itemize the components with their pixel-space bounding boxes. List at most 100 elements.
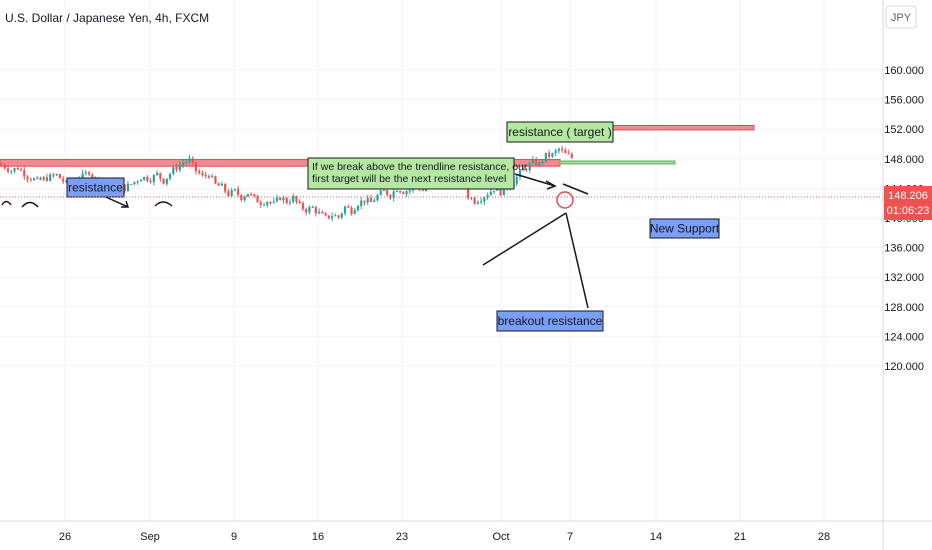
candle-body [340,213,343,218]
candle-body [515,176,518,184]
candle-body [91,174,94,178]
candle-body [58,174,62,179]
breakout-circle[interactable] [556,191,574,209]
candle-body [570,153,573,158]
candle-body [318,211,321,213]
candle-body [6,168,10,172]
candle-body [528,163,531,171]
candle-body [146,176,149,181]
price-axis[interactable] [883,0,932,550]
resistance-label-text: resistance [68,181,123,195]
candle-body [356,205,360,211]
candle-body [405,191,408,194]
candle-body [133,181,136,184]
candle-body [262,204,266,206]
candle-body [275,197,279,202]
candle-body [308,207,311,213]
candle-body [55,174,58,176]
candle-body [139,179,143,182]
candle-body [285,198,288,204]
candle-body [191,158,194,163]
candle-body [360,200,363,206]
candle-body [476,202,479,204]
candle-body [324,213,327,216]
y-tick-label: 160.000 [884,65,924,77]
trendline-resistance[interactable] [562,183,589,195]
candle-body [36,177,39,179]
candle-body [480,201,483,203]
candle-body [220,183,224,186]
resistance-label-box[interactable] [66,177,125,198]
candle-body [62,178,65,182]
candle-body [207,175,211,178]
candle-body [395,191,398,193]
candle-body [399,191,402,193]
candle-body [214,176,217,184]
candle-body [266,202,269,205]
candle-body [217,183,220,186]
candle-body [541,161,544,163]
candle-body [379,190,382,195]
candle-body [81,173,84,180]
candle-body [470,197,473,199]
candle-body [288,202,292,204]
candle-body [175,167,178,170]
candle-body [311,206,314,208]
candle-body [535,159,538,166]
new-support-label-box[interactable] [649,218,720,239]
y-tick-label: 148.000 [884,154,924,166]
candle-body [279,197,282,201]
x-tick-label: 28 [818,531,830,543]
x-tick-label: 26 [59,531,71,543]
target-label-box[interactable] [506,121,614,143]
candle-body [224,183,227,192]
candle-body [136,181,139,183]
note-label-box[interactable] [307,157,515,190]
candle-body [363,200,366,203]
candle-body [327,215,330,219]
currency-button[interactable] [885,5,917,29]
candle-body [45,177,49,181]
candle-body [330,216,334,219]
candle-body [126,183,130,192]
resistance-arrow-head [121,200,130,208]
candle-body [551,153,554,157]
candle-body [16,168,19,170]
breakout-label-box[interactable] [496,310,604,332]
candle-body [408,190,411,192]
trendline-support[interactable] [482,212,567,266]
candle-body [353,210,356,214]
candle-body [152,174,155,183]
y-tick-label: 120.000 [884,361,924,373]
candle-body [0,164,3,166]
candle-body [243,196,246,201]
candle-body [249,193,253,195]
breakout-arrow-line[interactable] [565,212,589,309]
candle-body [149,180,152,183]
candle-body [473,197,476,204]
x-tick-label: 23 [396,531,408,543]
note-label-line: If we break above the trendline resistan… [312,161,528,173]
candle-body [366,198,369,203]
note-arrow-line[interactable] [514,173,556,187]
candle-body [554,150,557,154]
candle-body [237,189,240,195]
currency-label: JPY [891,12,912,24]
support-zone[interactable] [559,160,676,165]
candle-body [194,162,198,172]
candle-body [259,202,262,205]
candle-body [564,150,567,154]
candle-body [19,169,23,171]
candle-body [13,168,16,172]
candle-body [3,164,6,169]
candle-body [227,191,230,197]
candle-body [337,215,340,218]
breakout-label-text: breakout resistance [498,314,603,328]
candle-body [548,152,551,157]
candle-body [269,202,272,204]
candle-body [483,197,486,202]
candle-body [499,187,502,196]
candle-body [272,201,275,203]
